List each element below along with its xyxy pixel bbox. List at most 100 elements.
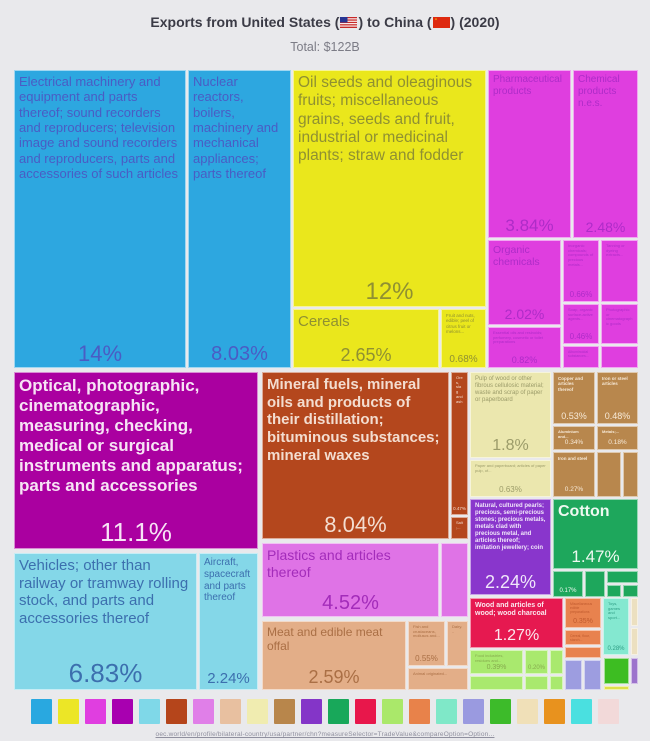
- treemap-node-cotton-sub-1[interactable]: 0.17%: [553, 571, 583, 597]
- node-share: 2.59%: [308, 667, 360, 688]
- treemap-node-meat[interactable]: Meat and edible meat offal 2.59%: [262, 621, 406, 690]
- treemap-node-inorganic-chemicals[interactable]: Inorganic chemicals; compounds of precio…: [563, 240, 599, 302]
- treemap-node-albuminoidal[interactable]: Albuminoidal substances...: [563, 346, 599, 368]
- legend-swatch-10[interactable]: [301, 699, 322, 724]
- treemap-node-pearls-precious[interactable]: Natural, cultured pearls; precious, semi…: [470, 499, 551, 595]
- treemap-node-nuclear-reactors-machinery[interactable]: Nuclear reactors, boilers, machinery and…: [188, 70, 291, 368]
- node-label: Food industries, residues and...: [475, 653, 504, 663]
- node-label: Pharmaceutical products: [493, 74, 562, 97]
- treemap-node-mineral-fuels[interactable]: Mineral fuels, mineral oils and products…: [262, 372, 449, 539]
- node-share: 0.55%: [415, 653, 438, 663]
- treemap-node-organic-chemicals[interactable]: Organic chemicals 2.02%: [488, 240, 561, 325]
- legend-swatch-6[interactable]: [193, 699, 214, 724]
- legend-swatch-2[interactable]: [85, 699, 106, 724]
- treemap-node-animal-originated[interactable]: Animal originated...: [408, 668, 468, 690]
- node-label: Metals;...: [602, 429, 620, 434]
- node-share: 0.53%: [561, 410, 587, 421]
- treemap-node-metal-tiny-1[interactable]: [597, 452, 621, 497]
- treemap-node-plastics[interactable]: Plastics and articles thereof 4.52%: [262, 543, 439, 617]
- treemap-node-cotton-sub-3[interactable]: [607, 571, 638, 583]
- title-part-3: ) (2020): [450, 14, 500, 30]
- legend-swatch-5[interactable]: [166, 699, 187, 724]
- treemap-node-soap-agents[interactable]: Soap, organic surface-active agents... 0.…: [563, 304, 599, 344]
- treemap-node-salt-sulphur[interactable]: Salt;...: [451, 517, 468, 539]
- treemap-node-food-020[interactable]: 0.20%: [525, 650, 548, 674]
- treemap-node-rubber[interactable]: [441, 543, 468, 617]
- legend-swatch-9[interactable]: [274, 699, 295, 724]
- treemap-node-cereals[interactable]: Cereals 2.65%: [293, 309, 439, 368]
- treemap-node-yellow-strip-tiny[interactable]: [604, 686, 629, 690]
- legend-swatch-19[interactable]: [544, 699, 565, 724]
- treemap-node-iron-steel-articles[interactable]: Iron or steel articles 0.48%: [597, 372, 638, 424]
- treemap-node-purple-tiny[interactable]: [631, 658, 638, 684]
- legend-swatch-11[interactable]: [328, 699, 349, 724]
- treemap-node-iron-and-steel[interactable]: Iron and steel 0.27%: [553, 452, 595, 497]
- treemap-node-cotton[interactable]: Cotton 1.47%: [553, 499, 638, 569]
- legend-swatch-0[interactable]: [31, 699, 52, 724]
- legend-swatch-12[interactable]: [355, 699, 376, 724]
- treemap-node-electrical-machinery[interactable]: Electrical machinery and equipment and p…: [14, 70, 186, 368]
- legend-swatch-17[interactable]: [490, 699, 511, 724]
- treemap-node-oil-seeds[interactable]: Oil seeds and oleaginous fruits; miscell…: [293, 70, 486, 307]
- treemap-node-metal-tiny-2[interactable]: [623, 452, 638, 497]
- treemap-node-food-tiny-4[interactable]: [550, 676, 563, 690]
- treemap-node-aluminium[interactable]: Aluminium and... 0.34%: [553, 426, 595, 450]
- treemap-node-cream-tiny-2[interactable]: [631, 628, 638, 655]
- treemap-node-cotton-sub-2[interactable]: [585, 571, 605, 597]
- legend-swatch-20[interactable]: [571, 699, 592, 724]
- treemap-node-dairy[interactable]: Dairy...: [447, 621, 468, 666]
- treemap-node-green-tiny[interactable]: [604, 658, 629, 684]
- treemap-node-copper[interactable]: Copper and articles thereof 0.53%: [553, 372, 595, 424]
- treemap-node-essential-oils[interactable]: Essential oils and resinoids; perfumery,…: [488, 327, 561, 368]
- node-share: 1.27%: [493, 627, 540, 645]
- node-label: Chemical products n.e.s.: [578, 74, 620, 109]
- treemap-node-metals-nec[interactable]: Metals;... 0.18%: [597, 426, 638, 450]
- treemap-node-toys-games[interactable]: Toys, games and sport... 0.28%: [603, 598, 629, 655]
- treemap-node-food-tiny-3[interactable]: [525, 676, 548, 690]
- treemap-node-food-tiny-2[interactable]: [470, 676, 523, 690]
- node-label: Dairy...: [452, 624, 463, 634]
- treemap-node-optical-instruments[interactable]: Optical, photographic, cinematographic, …: [14, 372, 258, 549]
- treemap-node-misc-edible-preparations[interactable]: Miscellaneous edible preparations 0.35%: [565, 598, 601, 628]
- legend-swatch-7[interactable]: [220, 699, 241, 724]
- treemap-node-furniture-tiny-1[interactable]: [565, 660, 582, 690]
- treemap-node-orange-tiny[interactable]: [565, 647, 601, 658]
- legend-swatch-1[interactable]: [58, 699, 79, 724]
- legend-swatch-15[interactable]: [436, 699, 457, 724]
- treemap-node-tanning-dyeing[interactable]: Tanning or dyeing extracts...: [601, 240, 638, 302]
- treemap-node-vehicles[interactable]: Vehicles; other than railway or tramway …: [14, 553, 197, 690]
- treemap-node-ores-slag-ash[interactable]: Ores, slag and ash 0.47%: [451, 372, 468, 515]
- treemap-node-food-industries[interactable]: Food industries, residues and... 0.39%: [470, 650, 523, 674]
- legend-swatch-4[interactable]: [139, 699, 160, 724]
- treemap-node-photographic-goods[interactable]: Photographic or cinematographic goods: [601, 304, 638, 344]
- legend-bar: [0, 699, 650, 724]
- node-label: Cereal, flour, starch...: [570, 634, 590, 643]
- node-label: Miscellaneous edible preparations: [570, 602, 593, 615]
- node-label: Cotton: [558, 503, 610, 520]
- treemap-node-cotton-sub-4[interactable]: [607, 585, 621, 597]
- treemap-node-chem-tiny[interactable]: [601, 346, 638, 368]
- treemap-node-cotton-sub-5[interactable]: [623, 585, 638, 597]
- legend-swatch-16[interactable]: [463, 699, 484, 724]
- legend-swatch-21[interactable]: [598, 699, 619, 724]
- legend-swatch-8[interactable]: [247, 699, 268, 724]
- treemap-node-pharmaceutical-products[interactable]: Pharmaceutical products 3.84%: [488, 70, 571, 238]
- treemap-node-wood-articles[interactable]: Wood and articles of wood; wood charcoal…: [470, 598, 563, 648]
- treemap-node-food-tiny-1[interactable]: [550, 650, 563, 674]
- source-link[interactable]: oec.world/en/profile/bilateral-country/u…: [155, 731, 495, 738]
- treemap-node-fish-crustaceans[interactable]: Fish and crustaceans, molluscs and... 0.5…: [408, 621, 445, 666]
- treemap-node-cereal-flour-starch[interactable]: Cereal, flour, starch...: [565, 630, 601, 645]
- treemap-node-furniture-tiny-2[interactable]: [584, 660, 601, 690]
- legend-swatch-13[interactable]: [382, 699, 403, 724]
- node-label: Fish and crustaceans, molluscs and...: [413, 624, 440, 639]
- node-share: 0.34%: [564, 439, 584, 447]
- treemap-node-chemical-products-nes[interactable]: Chemical products n.e.s. 2.48%: [573, 70, 638, 238]
- legend-swatch-3[interactable]: [112, 699, 133, 724]
- treemap-node-pulp-of-wood[interactable]: Pulp of wood or other fibrous cellulosic…: [470, 372, 551, 458]
- treemap-node-fruit-nuts[interactable]: Fruit and nuts, edible; peel of citrus f…: [441, 309, 486, 368]
- treemap-node-aircraft-spacecraft[interactable]: Aircraft, spacecraft and parts thereof 2.…: [199, 553, 258, 690]
- treemap-node-cream-tiny-1[interactable]: [631, 598, 638, 626]
- legend-swatch-14[interactable]: [409, 699, 430, 724]
- treemap-node-paper-paperboard[interactable]: Paper and paperboard; articles of paper …: [470, 460, 551, 497]
- legend-swatch-18[interactable]: [517, 699, 538, 724]
